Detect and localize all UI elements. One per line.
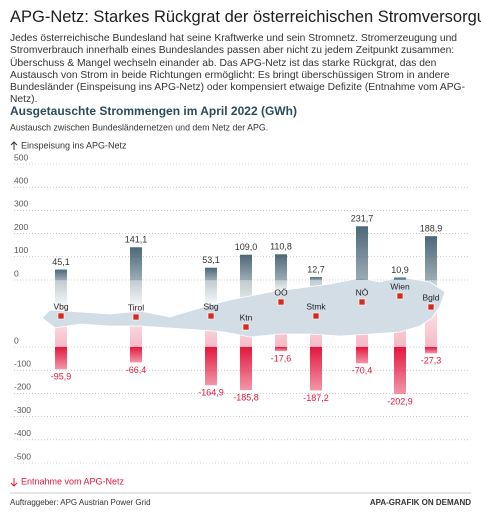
axis-label-bottom: Entnahme vom APG-Netz: [21, 476, 125, 486]
bar: [425, 347, 437, 354]
region-label: NÖ: [356, 287, 369, 297]
value-label: 10,9: [391, 265, 409, 275]
flag-icon: [312, 312, 320, 320]
bar: [356, 226, 368, 280]
value-label: -70,4: [352, 366, 373, 376]
bar: [310, 347, 322, 391]
y-tick-label: 200: [14, 222, 28, 232]
value-label: -185,8: [233, 392, 259, 402]
flag-icon: [396, 292, 404, 300]
value-label: 141,1: [125, 235, 148, 245]
value-label: -202,9: [387, 396, 413, 406]
flag-icon: [57, 312, 65, 320]
value-label: 53,1: [202, 255, 220, 265]
flag-icon: [242, 323, 250, 331]
value-label: 110,8: [270, 242, 292, 252]
value-label: -164,9: [198, 388, 224, 398]
bar: [240, 254, 252, 280]
bar: [55, 269, 67, 280]
y2-tick-label: -200: [14, 382, 31, 392]
region-label: Tirol: [128, 302, 144, 312]
bar: [130, 347, 142, 363]
bar: [275, 254, 287, 280]
y-tick-label: 400: [14, 175, 28, 185]
bar: [205, 267, 217, 280]
flag-icon: [277, 298, 285, 306]
bar: [394, 347, 406, 395]
chart-title: Ausgetauschte Strommengen im April 2022 …: [10, 104, 297, 118]
bar: [425, 236, 437, 280]
y-tick-label: 500: [14, 152, 28, 162]
y-tick-label: 100: [14, 245, 28, 255]
value-label: 109,0: [235, 242, 258, 252]
region-label: Sbg: [203, 301, 218, 311]
headline: APG-Netz: Starkes Rückgrat der österreic…: [10, 8, 481, 26]
connector: [55, 280, 67, 306]
connector: [130, 280, 142, 306]
y2-tick-label: -100: [14, 358, 31, 368]
y-tick-label: 0: [14, 268, 19, 278]
region-label: Stmk: [306, 301, 326, 311]
bar: [275, 347, 287, 352]
value-label: 188,9: [420, 224, 443, 234]
bar: [240, 347, 252, 391]
region-label: Vbg: [53, 301, 68, 311]
region-label: OÖ: [274, 287, 288, 297]
value-label: -187,2: [303, 393, 329, 403]
bar: [394, 277, 406, 280]
chart-subtitle: Austausch zwischen Bundesländernetzen un…: [10, 122, 268, 132]
region-label: Bgld: [422, 292, 439, 302]
value-label: 45,1: [52, 257, 70, 267]
intro-text: Jedes österreichische Bundesland hat sei…: [10, 33, 465, 106]
y2-tick-label: -300: [14, 405, 31, 415]
flag-icon: [132, 313, 140, 321]
flag-icon: [427, 303, 435, 311]
flag-icon: [358, 298, 366, 306]
value-label: -95,9: [51, 372, 72, 382]
austria-map: [41, 276, 446, 338]
value-label: 12,7: [307, 264, 325, 274]
flag-icon: [207, 312, 215, 320]
up-arrow: [10, 141, 18, 150]
bar: [55, 347, 67, 370]
value-label: 231,7: [351, 214, 374, 224]
down-arrow: [10, 478, 18, 487]
value-label: -17,6: [271, 353, 292, 363]
bar: [356, 347, 368, 364]
bar: [310, 277, 322, 280]
y-tick-label: 300: [14, 199, 28, 209]
value-label: -27,3: [421, 356, 442, 366]
y2-tick-label: 0: [14, 335, 19, 345]
bar: [205, 347, 217, 386]
connector: [205, 280, 217, 304]
y2-tick-label: -400: [14, 428, 31, 438]
region-label: Ktn: [240, 312, 253, 322]
footer-credit: APA-GRAFIK ON DEMAND: [370, 498, 471, 507]
connector: [275, 280, 287, 292]
value-label: -66,4: [126, 365, 147, 375]
bar: [130, 247, 142, 280]
axis-label-top: Einspeisung ins APG-Netz: [21, 140, 127, 150]
region-label: Wien: [390, 281, 410, 291]
y2-tick-label: -500: [14, 451, 31, 461]
footer-source: Auftraggeber: APG Austrian Power Grid: [10, 498, 151, 507]
